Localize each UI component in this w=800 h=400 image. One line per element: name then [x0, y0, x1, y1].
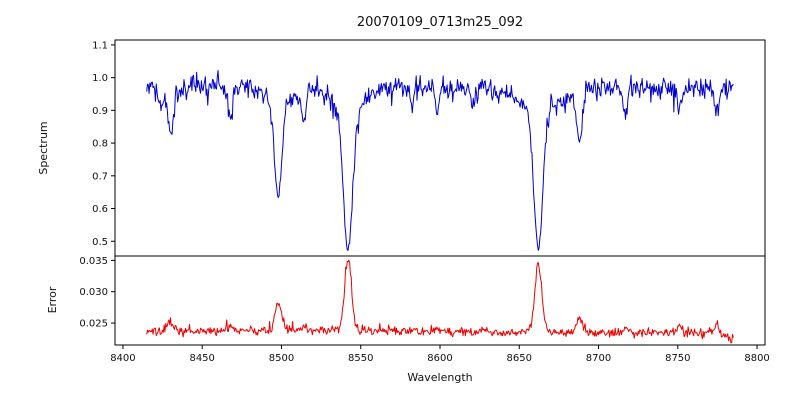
- spectrum-y-tick-label: 0.5: [92, 237, 108, 248]
- spectrum-y-tick-label: 1.1: [92, 40, 108, 51]
- spectrum-y-tick-label: 0.8: [92, 139, 108, 150]
- x-tick-label: 8450: [189, 353, 214, 364]
- spectrum-y-axis-label: Spectrum: [37, 121, 50, 174]
- error-y-tick-label: 0.035: [79, 256, 108, 267]
- x-tick-label: 8500: [269, 353, 294, 364]
- error-line-layer: [146, 259, 734, 344]
- error-y-tick-label: 0.030: [79, 287, 108, 298]
- x-tick-label: 8650: [507, 353, 532, 364]
- x-tick-label: 8800: [744, 353, 769, 364]
- x-tick-label: 8700: [586, 353, 611, 364]
- x-tick-label: 8600: [427, 353, 452, 364]
- error-y-axis-label: Error: [46, 286, 59, 313]
- spectrum-line-layer: [146, 70, 734, 251]
- error-y-tick-label: 0.025: [79, 319, 108, 330]
- error-line: [146, 259, 734, 344]
- spectrum-y-tick-label: 0.6: [92, 204, 108, 215]
- spectrum-y-tick-label: 1.0: [92, 73, 108, 84]
- spectrum-y-tick-label: 0.9: [92, 106, 108, 117]
- spectrum-y-tick-label: 0.7: [92, 171, 108, 182]
- spectrum-line: [146, 70, 734, 251]
- x-tick-label: 8400: [110, 353, 135, 364]
- x-tick-label: 8550: [348, 353, 373, 364]
- tick-layer: 8400 8450 8500 8550 8600 8650 8700 8750 8800 0.5 0…: [79, 40, 769, 364]
- x-axis-label: Wavelength: [407, 371, 472, 384]
- x-tick-label: 8750: [665, 353, 690, 364]
- plot-title: 20070109_0713m25_092: [357, 15, 523, 30]
